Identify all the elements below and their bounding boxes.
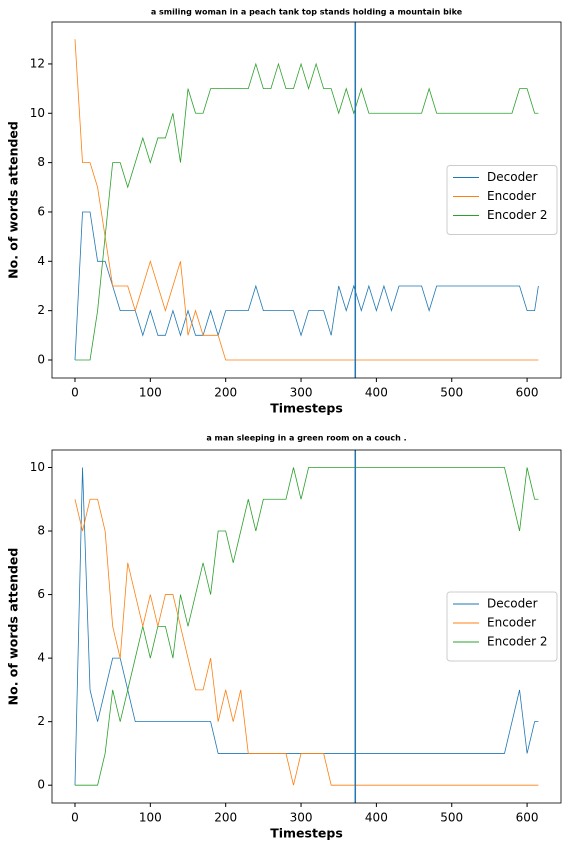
- x-tick-label: 600: [516, 811, 539, 825]
- y-tick-label: 2: [37, 714, 45, 728]
- legend-label: Encoder 2: [487, 635, 548, 649]
- data-line: [74, 467, 539, 786]
- x-tick-label: 200: [214, 811, 237, 825]
- x-tick-label: 600: [516, 386, 539, 400]
- x-tick-label: 300: [290, 811, 313, 825]
- legend-label: Decoder: [487, 597, 538, 611]
- y-tick-label: 6: [37, 204, 45, 218]
- legend-label: Decoder: [487, 170, 538, 184]
- chart-title: a smiling woman in a peach tank top stan…: [151, 8, 463, 17]
- y-tick-label: 8: [37, 524, 45, 538]
- y-tick-label: 2: [37, 303, 45, 317]
- chart-title: a man sleeping in a green room on a couc…: [206, 434, 406, 443]
- y-tick-label: 0: [37, 352, 45, 366]
- x-tick-label: 500: [440, 386, 463, 400]
- x-axis-label: Timesteps: [270, 826, 343, 841]
- x-tick-label: 100: [139, 386, 162, 400]
- y-axis-label: No. of words attended: [6, 548, 21, 706]
- y-tick-label: 10: [30, 460, 45, 474]
- legend-label: Encoder: [487, 616, 536, 630]
- x-tick-label: 400: [365, 811, 388, 825]
- data-line: [74, 39, 539, 361]
- legend-label: Encoder: [487, 189, 536, 203]
- data-line: [74, 498, 539, 786]
- x-tick-label: 400: [365, 386, 388, 400]
- y-tick-label: 10: [30, 106, 45, 120]
- y-axis-label: No. of words attended: [6, 121, 21, 279]
- legend-box: [446, 165, 558, 235]
- x-tick-label: 100: [139, 811, 162, 825]
- x-tick-label: 0: [71, 386, 79, 400]
- plot-frame: [51, 449, 562, 804]
- legend-label: Encoder 2: [487, 208, 548, 222]
- x-axis-label: Timesteps: [270, 401, 343, 416]
- x-tick-label: 200: [214, 386, 237, 400]
- x-tick-label: 500: [440, 811, 463, 825]
- y-tick-label: 0: [37, 778, 45, 792]
- y-tick-label: 4: [37, 254, 45, 268]
- x-tick-label: 0: [71, 811, 79, 825]
- y-tick-label: 12: [30, 56, 45, 70]
- y-tick-label: 6: [37, 587, 45, 601]
- y-tick-label: 4: [37, 651, 45, 665]
- data-line: [74, 211, 539, 361]
- legend-box: [446, 591, 558, 662]
- y-tick-label: 8: [37, 155, 45, 169]
- data-line: [74, 62, 539, 361]
- plot-frame: [51, 21, 562, 379]
- x-tick-label: 300: [290, 386, 313, 400]
